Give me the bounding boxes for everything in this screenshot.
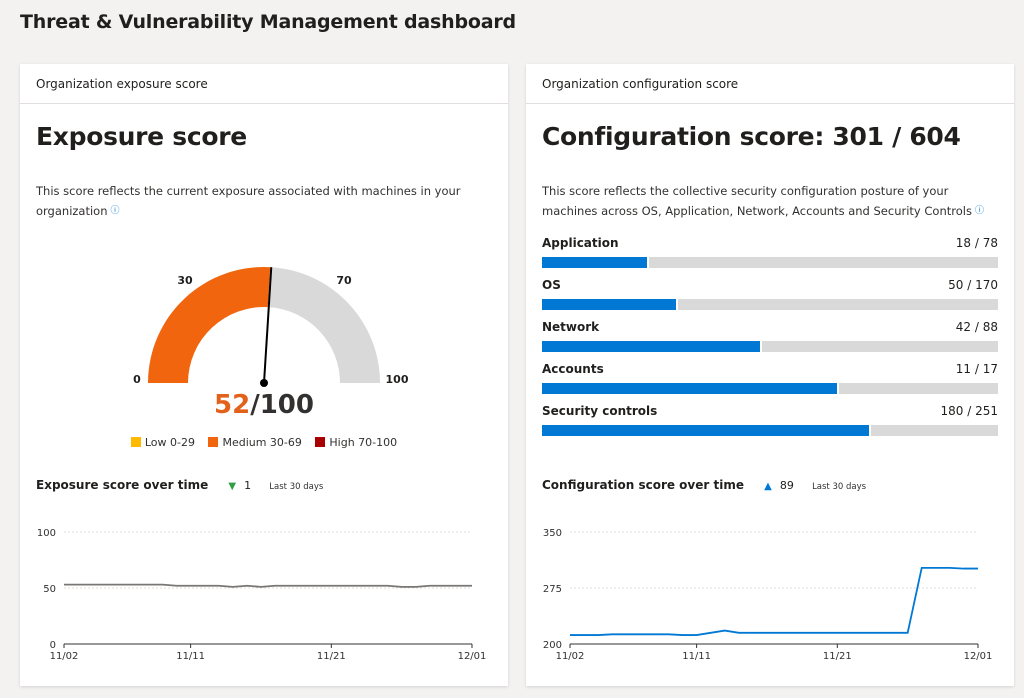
category-bar-fill: [542, 383, 840, 394]
legend-item-high: High 70-100: [315, 436, 397, 449]
category-bar-track: [542, 425, 998, 436]
x-tick-label: 11/02: [556, 651, 585, 662]
info-icon[interactable]: ⓘ: [974, 206, 984, 216]
exposure-gauge: 0 30 70 100: [133, 267, 409, 387]
x-tick-label: 12/01: [964, 651, 993, 662]
configuration-description-text: This score reflects the collective secur…: [542, 184, 972, 218]
legend-label-high: High 70-100: [329, 436, 398, 449]
exposure-line-chart: 0 50 100 11/02 11/11 11/21 12/01: [37, 528, 487, 662]
category-label: OS: [542, 278, 561, 292]
configuration-score-title: Configuration score: 301 / 604: [542, 122, 961, 151]
gauge-track: [268, 267, 380, 383]
gauge-label-100: 100: [386, 373, 409, 386]
series-line[interactable]: [570, 566, 978, 636]
category-row-network[interactable]: Network 42 / 88: [542, 320, 998, 356]
exposure-score-title: Exposure score: [36, 122, 247, 151]
configuration-description: This score reflects the collective secur…: [542, 181, 992, 221]
y-tick-label: 50: [43, 584, 56, 595]
configuration-over-time-title: Configuration score over time ▲ 89 Last 3…: [542, 478, 866, 492]
legend-swatch-low: [130, 437, 141, 447]
exposure-change: ▼ 1: [228, 479, 251, 492]
category-label: Network: [542, 320, 600, 334]
y-tick-label: 350: [543, 528, 562, 539]
category-bar-track: [542, 341, 998, 352]
x-tick-label: 12/01: [458, 651, 487, 662]
category-bar-track: [542, 383, 998, 394]
legend-swatch-high: [315, 437, 326, 447]
exposure-description-text: This score reflects the current exposure…: [36, 184, 461, 218]
triangle-down-icon: ▼: [228, 481, 237, 492]
legend-label-medium: Medium 30-69: [222, 436, 302, 449]
legend-swatch-medium: [208, 437, 219, 447]
category-row-accounts[interactable]: Accounts 11 / 17: [542, 362, 998, 398]
exposure-over-time-title: Exposure score over time ▼ 1 Last 30 days: [36, 478, 323, 492]
gauge-pivot: [260, 379, 268, 387]
series-line[interactable]: [64, 583, 472, 588]
category-bar-track: [542, 257, 998, 268]
gauge-max: /100: [250, 390, 314, 420]
configuration-score-card: Organization configuration score Configu…: [526, 64, 1014, 686]
exposure-change-value: 1: [244, 479, 252, 492]
x-tick-label: 11/21: [823, 651, 852, 662]
y-tick-label: 100: [37, 528, 56, 539]
gauge-value: 52/100: [20, 390, 508, 420]
info-icon[interactable]: ⓘ: [110, 206, 120, 216]
category-bar-fill: [542, 425, 871, 436]
gauge-label-70: 70: [336, 274, 352, 287]
category-bar-fill: [542, 299, 679, 310]
triangle-up-icon: ▲: [764, 481, 772, 492]
gauge-label-30: 30: [177, 274, 193, 287]
exposure-score-card: Organization exposure score Exposure sco…: [20, 64, 508, 686]
gauge-legend: Low 0-29 Medium 30-69 High 70-100: [20, 436, 508, 449]
x-tick-label: 11/11: [682, 651, 711, 662]
gauge-score: 52: [214, 390, 251, 420]
y-tick-label: 275: [543, 584, 562, 595]
legend-item-low: Low 0-29: [130, 436, 195, 449]
gauge-needle: [263, 267, 273, 384]
category-value: 50 / 170: [948, 278, 998, 292]
category-label: Accounts: [542, 362, 604, 376]
gauge-fill: [148, 267, 272, 383]
x-tick-label: 11/21: [317, 651, 346, 662]
legend-item-medium: Medium 30-69: [208, 436, 302, 449]
exposure-period: Last 30 days: [269, 482, 324, 492]
category-value: 11 / 17: [955, 362, 998, 376]
category-label: Security controls: [542, 404, 658, 418]
category-value: 180 / 251: [940, 404, 998, 418]
exposure-description: This score reflects the current exposure…: [36, 181, 486, 221]
category-row-application[interactable]: Application 18 / 78: [542, 236, 998, 272]
exposure-over-time-label: Exposure score over time: [36, 478, 209, 492]
category-value: 18 / 78: [955, 236, 998, 250]
category-row-security-controls[interactable]: Security controls 180 / 251: [542, 404, 998, 440]
card-header: Organization configuration score: [526, 64, 1014, 104]
y-tick-label: 0: [50, 640, 56, 651]
page-title: Threat & Vulnerability Management dashbo…: [20, 11, 516, 33]
category-value: 42 / 88: [955, 320, 998, 334]
category-bar-fill: [542, 341, 762, 352]
configuration-change: ▲ 89: [764, 479, 794, 492]
legend-label-low: Low 0-29: [144, 436, 195, 449]
category-bar-fill: [542, 257, 650, 268]
x-tick-label: 11/11: [176, 651, 205, 662]
x-tick-label: 11/02: [50, 651, 79, 662]
configuration-change-value: 89: [779, 479, 794, 492]
category-label: Application: [542, 236, 619, 250]
configuration-line-chart: 200 275 350 11/02 11/11 11/21 12/01: [543, 528, 993, 662]
category-row-os[interactable]: OS 50 / 170: [542, 278, 998, 314]
configuration-period: Last 30 days: [812, 482, 867, 492]
gauge-label-0: 0: [133, 373, 141, 386]
category-bar-track: [542, 299, 998, 310]
y-tick-label: 200: [543, 640, 562, 651]
configuration-over-time-label: Configuration score over time: [542, 478, 744, 492]
card-header: Organization exposure score: [20, 64, 508, 104]
